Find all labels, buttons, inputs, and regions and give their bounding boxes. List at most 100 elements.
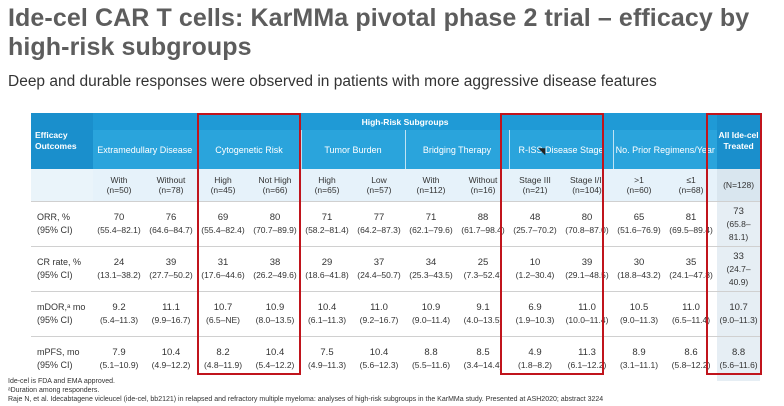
cell-value: 10.7 (213, 302, 233, 313)
table-cell: 7.5 (4.9–11.3) (301, 336, 353, 381)
footnote-reference: Raje N, et al. Idecabtagene vicleucel (i… (8, 396, 604, 403)
highlight-box-cytogenetic (197, 113, 301, 375)
cell-value: 38 (269, 257, 281, 268)
table-cell: 8.8 (5.5–11.6) (405, 336, 457, 381)
table-cell: 39 (27.7–50.2) (145, 246, 197, 292)
subgroup-cell: With (n=50) (93, 169, 145, 202)
subgroup-n: (n=112) (416, 185, 446, 195)
cell-value: 88 (477, 212, 489, 223)
cell-value: 4.9 (528, 347, 542, 358)
highlight-box-all-treated (706, 113, 762, 375)
group-extramedullary: Extramedullary Disease (93, 130, 197, 169)
cell-value: 80 (581, 212, 593, 223)
cell-value: 10.4 (265, 347, 285, 358)
subgroup-n: (n=57) (366, 185, 392, 195)
subgroup-label: Without (156, 175, 186, 185)
cell-value: 77 (373, 212, 385, 223)
cell-value: 29 (321, 257, 333, 268)
cell-ci: (51.6–76.9) (617, 225, 661, 235)
cell-ci: (9.0–11.3) (619, 315, 659, 325)
table-cell: 24 (13.1–38.2) (93, 246, 145, 292)
cell-ci: (5.5–11.6) (411, 360, 451, 370)
row-label-ci: (95% CI) (37, 270, 73, 280)
cell-ci: (29.1–48.5) (565, 270, 609, 280)
all-treated-header: All Ide-cel Treated (717, 113, 761, 169)
cell-ci: (6.1–11.3) (307, 315, 347, 325)
subgroup-label: >1 (634, 175, 644, 185)
cell-ci: (3.4–14.4) (463, 360, 503, 370)
subgroup-label: With (110, 175, 128, 185)
subgroup-cell: Low (n=57) (353, 169, 405, 202)
cell-value: 35 (685, 257, 697, 268)
subgroup-n: (n=65) (314, 185, 340, 195)
cell-value: 10.4 (317, 302, 337, 313)
cell-ci: (65.8–81.1) (726, 218, 751, 242)
table-cell: 33 (24.7–40.9) (717, 246, 761, 292)
cell-value: 69 (217, 212, 229, 223)
table-cell: 81 (69.5–89.4) (665, 201, 718, 247)
table-cell: 37 (24.4–50.7) (353, 246, 405, 292)
subgroup-n: (n=21) (522, 185, 548, 195)
cell-ci: (70.8–87.0) (565, 225, 609, 235)
cell-ci: (3.1–11.1) (619, 360, 659, 370)
efficacy-outcomes-header: Efficacy Outcomes (31, 113, 93, 169)
group-tumor-burden: Tumor Burden (300, 130, 405, 169)
efficacy-table: Efficacy Outcomes High-Risk Subgroups Al… (31, 113, 761, 381)
cell-ci: (9.9–16.7) (151, 315, 191, 325)
cell-ci: (18.8–43.2) (617, 270, 661, 280)
subgroup-cell: With (n=112) (405, 169, 457, 202)
subgroup-label: Stage I/II (569, 175, 605, 185)
high-risk-subgroups-header: High-Risk Subgroups (93, 113, 718, 130)
cell-ci: (6.5–NE) (205, 315, 240, 325)
table-cell: 10.9 (8.0–13.5) (249, 291, 301, 337)
subgroup-cell: Without (n=78) (145, 169, 197, 202)
cell-ci: (9.0–11.3) (719, 315, 758, 325)
row-label-metric: ORR, % (37, 212, 71, 222)
highlight-box-riss (500, 113, 604, 375)
cell-ci: (4.9–11.3) (307, 360, 347, 370)
subgroup-label: High (214, 175, 232, 185)
table-cell: 10.9 (9.0–11.4) (405, 291, 457, 337)
cell-value: 10.9 (265, 302, 285, 313)
table-cell: 48 (25.7–70.2) (509, 201, 561, 247)
cell-value: 24 (113, 257, 125, 268)
cell-value: 80 (269, 212, 281, 223)
subgroup-n: (n=78) (158, 185, 184, 195)
cell-value: 65 (633, 212, 645, 223)
cell-ci: (24.7–40.9) (726, 263, 751, 287)
row-label-ci: (95% CI) (37, 315, 73, 325)
cell-ci: (1.9–10.3) (515, 315, 555, 325)
cell-ci: (4.9–12.2) (151, 360, 191, 370)
group-riss: R-ISS Disease Stage (508, 130, 613, 169)
cell-value: 7.5 (320, 347, 334, 358)
cell-ci: (27.7–50.2) (149, 270, 193, 280)
cell-value: 8.8 (731, 347, 746, 358)
table-cell: 65 (51.6–76.9) (613, 201, 665, 247)
cell-ci: (24.4–50.7) (357, 270, 401, 280)
table-cell: 9.2 (5.4–11.3) (93, 291, 145, 337)
table-cell: 76 (64.6–84.7) (145, 201, 197, 247)
cell-ci: (64.6–84.7) (149, 225, 193, 235)
table-cell: 10 (1.2–30.4) (509, 246, 561, 292)
table-cell: 69 (55.4–82.4) (197, 201, 249, 247)
cell-value: 10.5 (629, 302, 649, 313)
table-cell: 10.5 (9.0–11.3) (613, 291, 665, 337)
subgroup-n: (N=128) (723, 180, 755, 190)
table-cell: 80 (70.7–89.9) (249, 201, 301, 247)
cell-ci: (62.1–79.6) (409, 225, 453, 235)
subgroup-n: (n=66) (262, 185, 288, 195)
cell-ci: (55.4–82.1) (97, 225, 141, 235)
subgroup-label: With (422, 175, 440, 185)
table-cell: 71 (62.1–79.6) (405, 201, 457, 247)
row-label-metric: mDOR,ᵃ mo (37, 302, 86, 312)
table-cell: 6.9 (1.9–10.3) (509, 291, 561, 337)
cell-ci: (7.3–52.4) (463, 270, 503, 280)
table-cell: 11.0 (9.2–16.7) (353, 291, 405, 337)
subgroup-cell: Stage III (n=21) (509, 169, 561, 202)
subgroup-cell: Not High (n=66) (249, 169, 301, 202)
table-cell: 10.7 (6.5–NE) (197, 291, 249, 337)
cell-value: 7.9 (112, 347, 126, 358)
cell-ci: (1.8–8.2) (517, 360, 553, 370)
cell-value: 33 (733, 250, 744, 262)
cell-value: 10.4 (161, 347, 181, 358)
